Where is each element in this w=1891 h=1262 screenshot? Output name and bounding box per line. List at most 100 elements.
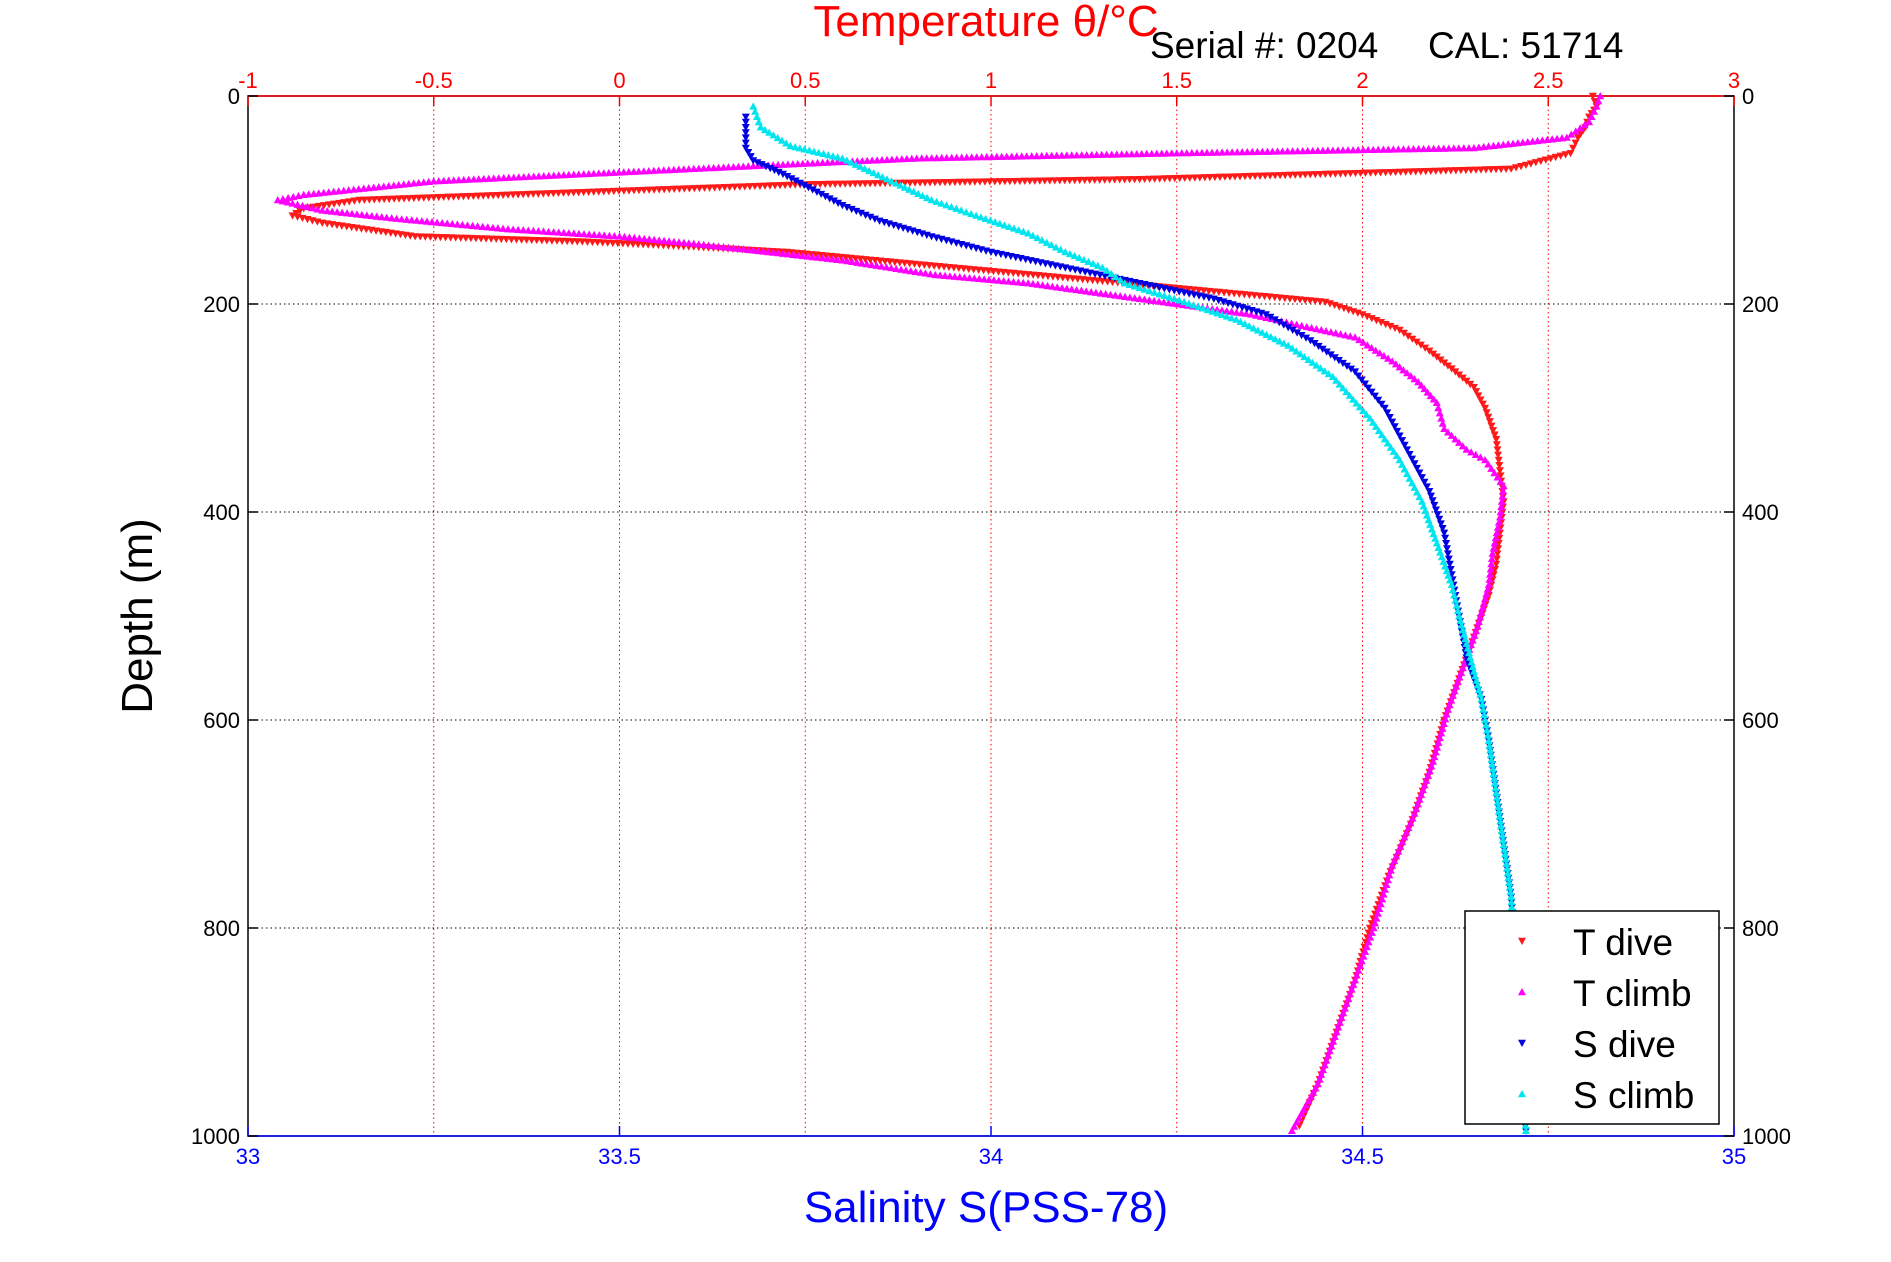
data-point — [1573, 134, 1582, 142]
data-point — [843, 203, 852, 212]
data-point — [1097, 150, 1106, 158]
data-point — [1296, 350, 1305, 358]
data-point — [1469, 667, 1478, 675]
data-point — [278, 197, 287, 205]
data-point — [1436, 356, 1445, 364]
data-point — [474, 175, 483, 183]
data-point — [407, 216, 416, 224]
data-point — [595, 231, 604, 239]
data-point — [778, 160, 787, 168]
data-point — [1431, 748, 1440, 756]
data-point — [783, 173, 792, 181]
data-point — [995, 219, 1004, 227]
data-point — [1180, 297, 1189, 306]
data-point — [594, 169, 603, 177]
data-point — [453, 220, 462, 228]
data-point — [795, 144, 804, 152]
data-point — [1242, 309, 1251, 317]
data-point — [967, 153, 976, 161]
data-point — [1111, 272, 1120, 281]
data-point — [590, 230, 599, 238]
data-point — [1492, 436, 1501, 444]
data-point — [926, 270, 935, 278]
data-point — [1421, 344, 1430, 352]
data-point — [1082, 151, 1091, 159]
data-point — [810, 147, 819, 155]
data-point — [882, 175, 891, 183]
data-point — [524, 226, 533, 234]
left-tick-label: 400 — [203, 500, 240, 525]
data-point — [1443, 550, 1452, 558]
data-point — [1170, 294, 1179, 302]
data-point — [659, 166, 668, 174]
data-point — [1395, 456, 1404, 464]
data-point — [818, 254, 827, 262]
data-point — [1590, 98, 1599, 106]
data-point — [887, 177, 896, 185]
legend-label: S dive — [1573, 1024, 1676, 1065]
data-point — [1374, 426, 1383, 435]
data-point — [1459, 144, 1468, 152]
data-point — [1473, 681, 1482, 689]
data-point — [741, 139, 750, 147]
data-point — [1462, 639, 1471, 647]
data-point — [1486, 750, 1495, 759]
data-point — [1107, 150, 1116, 158]
data-point — [333, 208, 342, 216]
data-point — [1468, 662, 1477, 671]
data-point — [1106, 290, 1115, 298]
data-point — [1458, 625, 1467, 634]
data-point — [947, 202, 956, 211]
data-point — [650, 235, 659, 243]
data-point — [764, 248, 773, 256]
data-point — [744, 162, 753, 170]
data-point — [1102, 150, 1111, 158]
data-point — [1447, 580, 1456, 588]
data-point — [1482, 721, 1491, 729]
data-point — [882, 263, 891, 271]
data-point — [1463, 644, 1472, 652]
data-point — [765, 128, 774, 136]
data-point — [783, 250, 792, 258]
data-point — [719, 163, 728, 171]
data-point — [812, 188, 821, 196]
data-point — [1297, 321, 1306, 329]
data-point — [1150, 288, 1159, 296]
data-point — [989, 276, 998, 284]
data-point — [1443, 545, 1452, 553]
data-point — [798, 159, 807, 167]
data-point — [392, 214, 401, 222]
data-point — [1140, 285, 1149, 293]
data-point — [1466, 653, 1475, 661]
data-point — [1266, 313, 1275, 321]
data-point — [1330, 354, 1339, 362]
data-point — [1192, 148, 1201, 157]
data-point — [1175, 296, 1184, 304]
data-point — [389, 181, 398, 189]
data-point — [1410, 375, 1419, 383]
data-point — [1323, 146, 1332, 154]
data-point — [1338, 359, 1347, 368]
data-point — [1543, 135, 1552, 143]
data-point — [997, 152, 1006, 160]
data-point — [1237, 309, 1246, 317]
data-point — [975, 274, 984, 283]
data-point — [1344, 146, 1353, 154]
data-point — [1147, 149, 1156, 157]
data-point — [1284, 324, 1293, 332]
data-point — [778, 170, 787, 178]
data-point — [1052, 243, 1061, 251]
data-point — [1491, 784, 1500, 792]
data-point — [424, 177, 433, 185]
data-point — [803, 252, 812, 260]
data-point — [377, 213, 386, 221]
data-point — [1484, 460, 1493, 468]
data-point — [299, 190, 308, 198]
data-point — [1342, 387, 1351, 396]
data-point — [1386, 866, 1395, 874]
data-point — [469, 175, 478, 183]
data-point — [1424, 144, 1433, 152]
data-point — [1304, 355, 1313, 363]
data-point — [813, 159, 822, 167]
data-point — [769, 131, 778, 139]
